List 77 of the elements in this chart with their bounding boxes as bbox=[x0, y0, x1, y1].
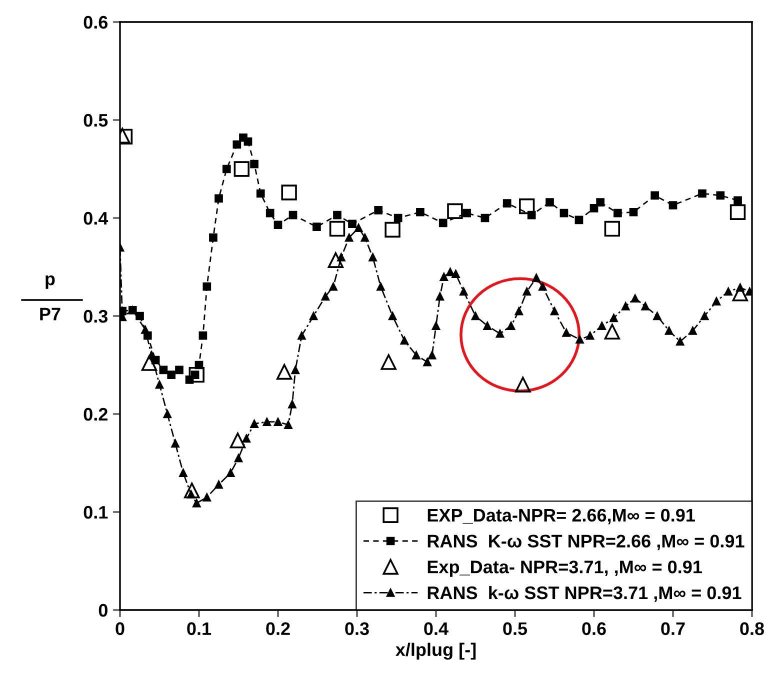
point bbox=[141, 355, 158, 371]
point bbox=[519, 198, 535, 214]
x-tick-label: 0.4 bbox=[424, 622, 448, 636]
x-tick-label: 0.5 bbox=[503, 622, 528, 636]
point bbox=[234, 161, 250, 177]
point bbox=[198, 331, 208, 340]
point bbox=[394, 214, 402, 222]
x-tick-label: 0.2 bbox=[266, 622, 290, 636]
x-tick-label: 0.7 bbox=[661, 622, 685, 636]
y-tick-label: 0.5 bbox=[84, 114, 108, 127]
x-tick-label: 0.3 bbox=[345, 622, 369, 636]
x-tick-label: 0.1 bbox=[187, 622, 212, 636]
point bbox=[650, 191, 659, 200]
point bbox=[462, 208, 471, 218]
point bbox=[596, 198, 604, 206]
point bbox=[288, 210, 298, 220]
point bbox=[209, 233, 218, 242]
legend-label: RANS k-ω SST NPR=3.71 ,M∞ = 0.91 bbox=[428, 586, 742, 602]
point bbox=[329, 220, 346, 237]
point bbox=[698, 189, 706, 198]
point bbox=[136, 312, 144, 320]
point bbox=[590, 204, 598, 212]
x-tick-label: 0.8 bbox=[740, 622, 764, 636]
point bbox=[438, 218, 448, 228]
point bbox=[546, 198, 554, 206]
x-tick-label: 0 bbox=[116, 622, 124, 636]
point bbox=[604, 324, 620, 340]
point bbox=[515, 376, 531, 392]
point bbox=[175, 366, 184, 374]
x-tick-label: 0.6 bbox=[582, 622, 606, 636]
point bbox=[374, 206, 382, 214]
legend-label: Exp_Data- NPR=3.71, ,M∞ = 0.91 bbox=[428, 560, 702, 577]
point bbox=[328, 252, 344, 268]
legend-label: RANS K-ω SST NPR=2.66 ,M∞ = 0.91 bbox=[428, 534, 744, 550]
point bbox=[333, 210, 342, 220]
point bbox=[188, 366, 204, 383]
point bbox=[222, 164, 231, 174]
point bbox=[416, 208, 424, 216]
point bbox=[214, 194, 223, 203]
legend-label: EXP_Data-NPR= 2.66,M∞ = 0.91 bbox=[428, 508, 695, 524]
point bbox=[232, 140, 242, 149]
point bbox=[167, 370, 176, 379]
point bbox=[734, 196, 742, 205]
point bbox=[159, 366, 168, 374]
point bbox=[256, 189, 265, 198]
point bbox=[230, 432, 246, 448]
y-tick-label: 0 bbox=[98, 604, 108, 617]
point bbox=[604, 220, 620, 237]
y-axis-title: p P7 bbox=[40, 275, 60, 320]
point bbox=[447, 203, 463, 219]
point bbox=[629, 208, 638, 216]
point bbox=[480, 214, 490, 222]
point bbox=[348, 220, 356, 228]
y-tick-label: 0.4 bbox=[84, 212, 108, 225]
y-tick-label: 0.2 bbox=[84, 408, 108, 421]
point bbox=[668, 201, 678, 210]
point bbox=[730, 204, 746, 220]
point bbox=[184, 482, 200, 498]
point bbox=[274, 220, 282, 230]
point bbox=[312, 222, 321, 231]
point bbox=[202, 282, 212, 291]
point bbox=[502, 199, 512, 208]
y-tick-label: 0.6 bbox=[84, 16, 108, 29]
point bbox=[614, 208, 622, 218]
point bbox=[384, 222, 400, 238]
point bbox=[560, 208, 568, 218]
point bbox=[380, 354, 396, 370]
y-tick-label: 0.3 bbox=[84, 310, 108, 323]
point bbox=[250, 160, 258, 168]
point bbox=[716, 191, 725, 200]
point bbox=[266, 208, 274, 218]
y-tick-label: 0.1 bbox=[84, 506, 108, 519]
point bbox=[281, 184, 297, 200]
x-axis-title: x/lplug [-] bbox=[396, 642, 476, 660]
point bbox=[276, 364, 292, 380]
point bbox=[574, 216, 584, 224]
point bbox=[244, 137, 252, 146]
